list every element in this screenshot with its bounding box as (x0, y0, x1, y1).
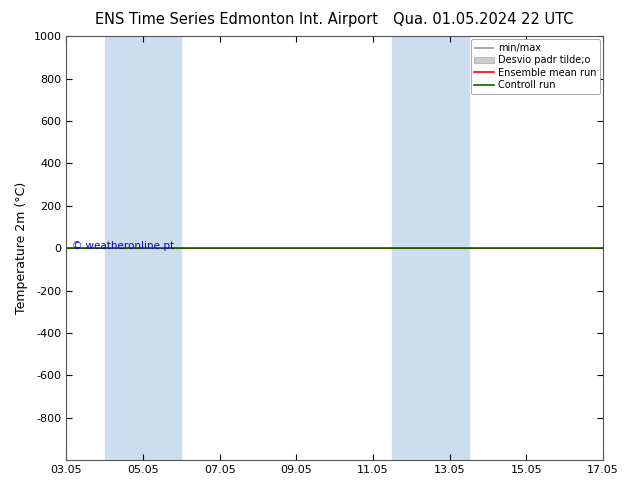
Text: © weatheronline.pt: © weatheronline.pt (72, 241, 174, 251)
Legend: min/max, Desvio padr tilde;o, Ensemble mean run, Controll run: min/max, Desvio padr tilde;o, Ensemble m… (470, 39, 600, 94)
Bar (392, 36, 469, 460)
Text: ENS Time Series Edmonton Int. Airport: ENS Time Series Edmonton Int. Airport (95, 12, 378, 27)
Y-axis label: Temperature 2m (°C): Temperature 2m (°C) (15, 182, 28, 314)
Text: Qua. 01.05.2024 22 UTC: Qua. 01.05.2024 22 UTC (393, 12, 574, 27)
Bar (105, 36, 181, 460)
